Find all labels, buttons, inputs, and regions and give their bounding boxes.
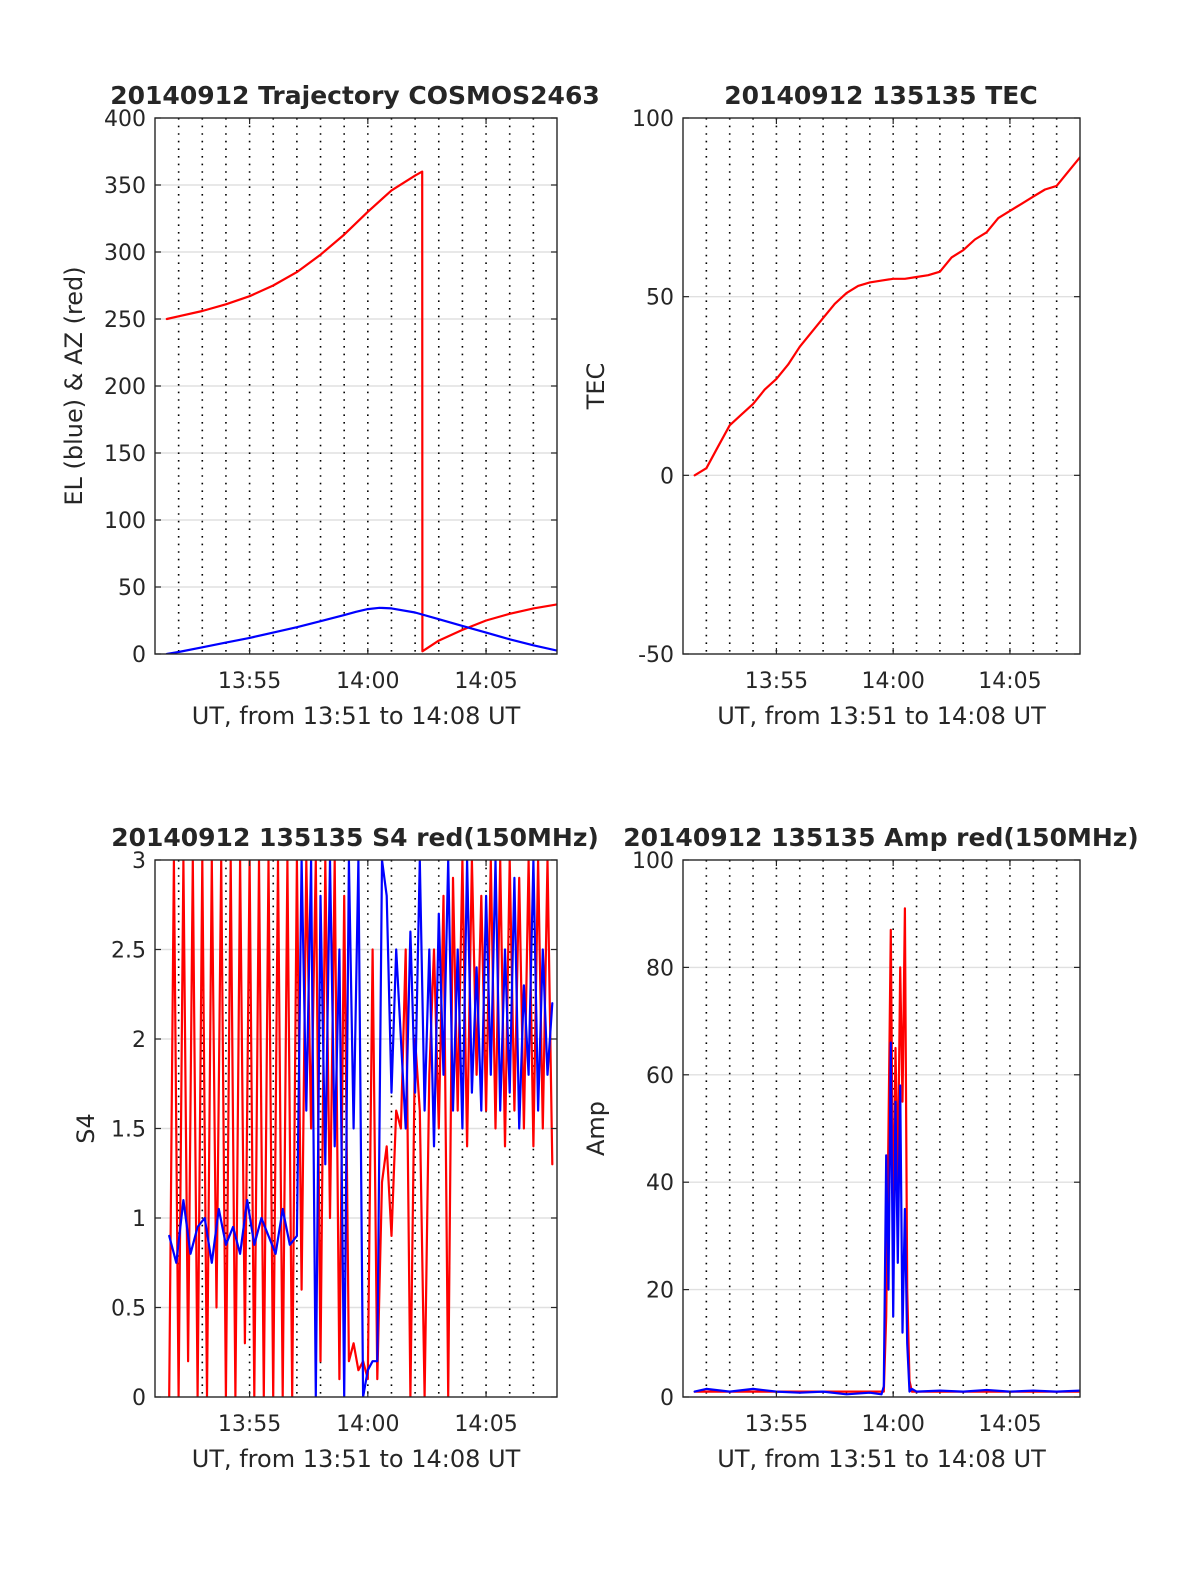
trajectory-x-axis-label: UT, from 13:51 to 14:08 UT	[192, 702, 521, 730]
amp-series-blue	[693, 1041, 1080, 1396]
amp-y-tick-label: 0	[660, 1386, 674, 1411]
amp-chart-title: 20140912 135135 Amp red(150MHz)	[623, 823, 1139, 852]
amp-x-tick-label: 13:55	[745, 1412, 808, 1437]
trajectory-y-tick-label: 300	[104, 241, 146, 266]
s4-x-tick-label: 13:55	[218, 1412, 281, 1437]
trajectory-y-tick-label: 250	[104, 308, 146, 333]
tec-chart-title: 20140912 135135 TEC	[724, 81, 1037, 110]
amp-y-tick-label: 60	[646, 1064, 674, 1089]
amp-y-tick-label: 80	[646, 956, 674, 981]
trajectory-x-tick-label: 14:00	[336, 669, 399, 694]
tec-y-tick-label: 50	[646, 286, 674, 311]
s4-x-tick-label: 14:05	[454, 1412, 517, 1437]
tec-x-tick-label: 14:05	[978, 669, 1041, 694]
amp-series-red	[693, 907, 1080, 1393]
amp-plot-area	[683, 860, 1080, 1397]
tec-panel: -50 0 50 100 13:55 14:00 14:05 20140912 135135 …	[582, 81, 1081, 730]
amp-y-tick-label: 100	[632, 849, 674, 874]
tec-y-tick-label: 0	[660, 464, 674, 489]
trajectory-y-tick-label: 0	[132, 643, 146, 668]
tec-plot-area	[683, 118, 1080, 654]
trajectory-x-tick-label: 14:05	[454, 669, 517, 694]
s4-x-axis-label: UT, from 13:51 to 14:08 UT	[192, 1445, 521, 1473]
amp-axes-frame	[682, 859, 1081, 1398]
tec-x-tick-label: 14:00	[861, 669, 924, 694]
amp-x-axis-label: UT, from 13:51 to 14:08 UT	[717, 1445, 1046, 1473]
trajectory-y-axis-label: EL (blue) & AZ (red)	[60, 266, 88, 505]
s4-series-blue	[168, 860, 554, 1397]
s4-chart-title: 20140912 135135 S4 red(150MHz)	[111, 823, 599, 852]
amp-y-tick-label: 20	[646, 1279, 674, 1304]
amp-x-tick-label: 14:05	[978, 1412, 1041, 1437]
trajectory-series-red	[165, 170, 557, 653]
tec-axes-frame	[682, 117, 1081, 655]
trajectory-x-tick-label: 13:55	[218, 669, 281, 694]
s4-y-tick-label: 2	[132, 1028, 146, 1053]
tec-series-red	[693, 156, 1080, 477]
tec-y-tick-label: 100	[632, 107, 674, 132]
s4-x-tick-label: 14:00	[336, 1412, 399, 1437]
trajectory-chart-title: 20140912 Trajectory COSMOS2463	[110, 81, 600, 110]
trajectory-y-tick-label: 400	[104, 107, 146, 132]
trajectory-y-tick-label: 350	[104, 174, 146, 199]
s4-y-tick-label: 0.5	[111, 1297, 146, 1322]
tec-x-axis-label: UT, from 13:51 to 14:08 UT	[717, 702, 1046, 730]
trajectory-series-blue	[165, 606, 557, 654]
amp-y-tick-label: 40	[646, 1171, 674, 1196]
trajectory-panel: 0 50 100 150 200 250 300 350 400 13:55 14:00 14:05 2…	[60, 81, 600, 730]
tec-y-tick-label: -50	[638, 643, 674, 668]
s4-y-tick-label: 0	[132, 1386, 146, 1411]
amp-x-tick-label: 14:00	[861, 1412, 924, 1437]
amp-y-axis-label: Amp	[582, 1101, 610, 1156]
trajectory-y-tick-label: 100	[104, 509, 146, 534]
trajectory-y-tick-label: 50	[118, 576, 146, 601]
trajectory-y-tick-label: 150	[104, 442, 146, 467]
tec-y-axis-label: TEC	[582, 363, 610, 411]
amp-panel: 0 20 40 60 80 100 13:55 14:00 14:05 20140912 1351…	[582, 823, 1139, 1473]
s4-y-tick-label: 2.5	[111, 939, 146, 964]
s4-y-tick-label: 3	[132, 849, 146, 874]
tec-x-tick-label: 13:55	[745, 669, 808, 694]
trajectory-y-tick-label: 200	[104, 375, 146, 400]
s4-panel: 0 0.5 1 1.5 2 2.5 3 13:55 14:00 14:05 20140912 135…	[72, 823, 599, 1473]
s4-y-axis-label: S4	[72, 1113, 100, 1144]
s4-y-tick-label: 1.5	[111, 1118, 146, 1143]
s4-y-tick-label: 1	[132, 1207, 146, 1232]
